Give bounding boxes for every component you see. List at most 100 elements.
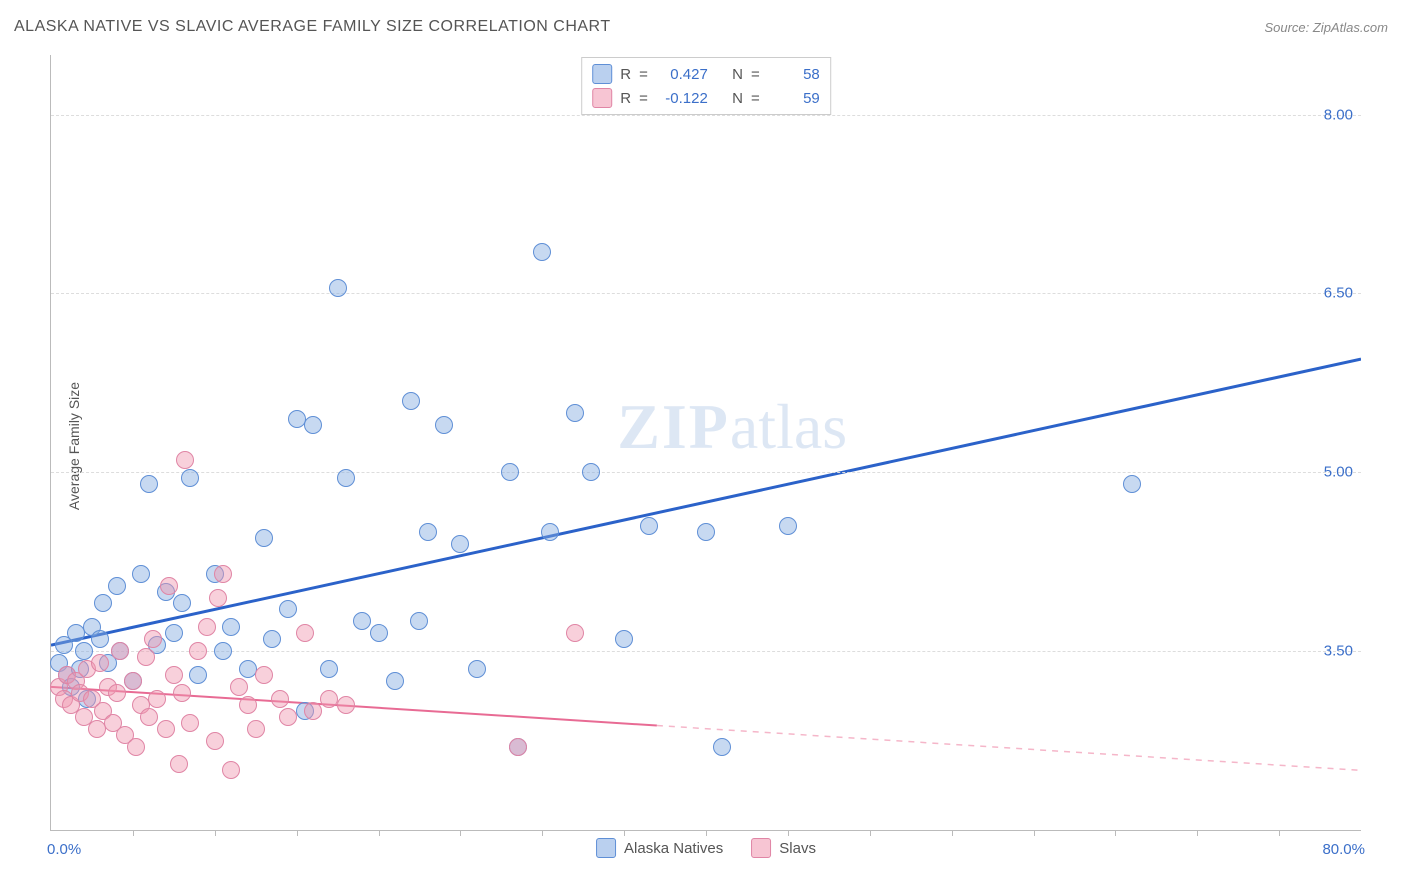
series-legend: Alaska Natives Slavs (596, 838, 816, 858)
scatter-point-alaska (435, 416, 453, 434)
gridline (51, 651, 1361, 652)
scatter-point-alaska (91, 630, 109, 648)
x-tick (870, 830, 871, 836)
scatter-point-slavs (337, 696, 355, 714)
gridline (51, 115, 1361, 116)
scatter-point-alaska (468, 660, 486, 678)
gridline (51, 472, 1361, 473)
scatter-point-slavs (181, 714, 199, 732)
scatter-point-alaska (541, 523, 559, 541)
x-max-label: 80.0% (1322, 841, 1365, 858)
scatter-point-slavs (124, 672, 142, 690)
x-tick (460, 830, 461, 836)
x-tick (1034, 830, 1035, 836)
source-prefix: Source: (1264, 20, 1312, 35)
scatter-point-slavs (320, 690, 338, 708)
scatter-point-alaska (410, 612, 428, 630)
r-value-slavs: -0.122 (656, 90, 708, 107)
scatter-point-alaska (419, 523, 437, 541)
scatter-point-slavs (198, 618, 216, 636)
scatter-point-alaska (222, 618, 240, 636)
r-value-alaska: 0.427 (656, 66, 708, 83)
scatter-point-alaska (108, 577, 126, 595)
eq: = (639, 90, 648, 107)
scatter-point-slavs (160, 577, 178, 595)
x-tick (1197, 830, 1198, 836)
scatter-point-slavs (239, 696, 257, 714)
scatter-point-slavs (170, 755, 188, 773)
scatter-point-slavs (247, 720, 265, 738)
y-tick-label: 3.50 (1324, 643, 1353, 660)
scatter-point-alaska (582, 463, 600, 481)
scatter-point-alaska (386, 672, 404, 690)
eq: = (751, 90, 760, 107)
x-tick (542, 830, 543, 836)
source-name: ZipAtlas.com (1313, 20, 1388, 35)
scatter-point-alaska (140, 475, 158, 493)
legend-label-alaska: Alaska Natives (624, 840, 723, 857)
chart-title: ALASKA NATIVE VS SLAVIC AVERAGE FAMILY S… (14, 18, 611, 36)
scatter-point-alaska (370, 624, 388, 642)
legend-item-slavs: Slavs (751, 838, 816, 858)
swatch-pink-icon (751, 838, 771, 858)
scatter-point-alaska (189, 666, 207, 684)
y-tick-label: 8.00 (1324, 106, 1353, 123)
scatter-point-slavs (222, 761, 240, 779)
watermark: ZIPatlas (617, 390, 847, 464)
scatter-point-slavs (230, 678, 248, 696)
r-label: R (620, 90, 631, 107)
x-tick (624, 830, 625, 836)
x-tick (215, 830, 216, 836)
scatter-point-slavs (209, 589, 227, 607)
scatter-point-slavs (279, 708, 297, 726)
x-min-label: 0.0% (47, 841, 81, 858)
scatter-point-slavs (108, 684, 126, 702)
n-label: N (732, 90, 743, 107)
scatter-point-alaska (501, 463, 519, 481)
scatter-point-slavs (214, 565, 232, 583)
scatter-point-slavs (127, 738, 145, 756)
scatter-point-slavs (137, 648, 155, 666)
legend-item-alaska: Alaska Natives (596, 838, 723, 858)
n-value-alaska: 58 (768, 66, 820, 83)
scatter-point-slavs (206, 732, 224, 750)
scatter-point-slavs (304, 702, 322, 720)
scatter-point-slavs (140, 708, 158, 726)
scatter-point-alaska (173, 594, 191, 612)
x-tick (1279, 830, 1280, 836)
y-tick-label: 5.00 (1324, 464, 1353, 481)
scatter-point-alaska (75, 642, 93, 660)
scatter-point-alaska (263, 630, 281, 648)
scatter-point-alaska (451, 535, 469, 553)
scatter-point-slavs (88, 720, 106, 738)
scatter-point-alaska (402, 392, 420, 410)
n-label: N (732, 66, 743, 83)
scatter-point-slavs (111, 642, 129, 660)
watermark-light: atlas (730, 391, 847, 462)
scatter-point-slavs (509, 738, 527, 756)
n-value-slavs: 59 (768, 90, 820, 107)
x-tick (297, 830, 298, 836)
scatter-point-slavs (271, 690, 289, 708)
x-tick (133, 830, 134, 836)
x-tick (379, 830, 380, 836)
scatter-point-slavs (148, 690, 166, 708)
chart-container: ALASKA NATIVE VS SLAVIC AVERAGE FAMILY S… (0, 0, 1406, 892)
scatter-point-alaska (304, 416, 322, 434)
scatter-point-alaska (779, 517, 797, 535)
scatter-point-alaska (713, 738, 731, 756)
x-tick (1115, 830, 1116, 836)
scatter-point-alaska (337, 469, 355, 487)
stats-row-alaska: R = 0.427 N = 58 (592, 62, 820, 86)
watermark-bold: ZIP (617, 391, 730, 462)
scatter-point-alaska (615, 630, 633, 648)
scatter-point-slavs (176, 451, 194, 469)
scatter-point-alaska (353, 612, 371, 630)
r-label: R (620, 66, 631, 83)
swatch-blue-icon (596, 838, 616, 858)
y-tick-label: 6.50 (1324, 285, 1353, 302)
scatter-point-alaska (239, 660, 257, 678)
eq: = (639, 66, 648, 83)
scatter-point-alaska (697, 523, 715, 541)
legend-label-slavs: Slavs (779, 840, 816, 857)
